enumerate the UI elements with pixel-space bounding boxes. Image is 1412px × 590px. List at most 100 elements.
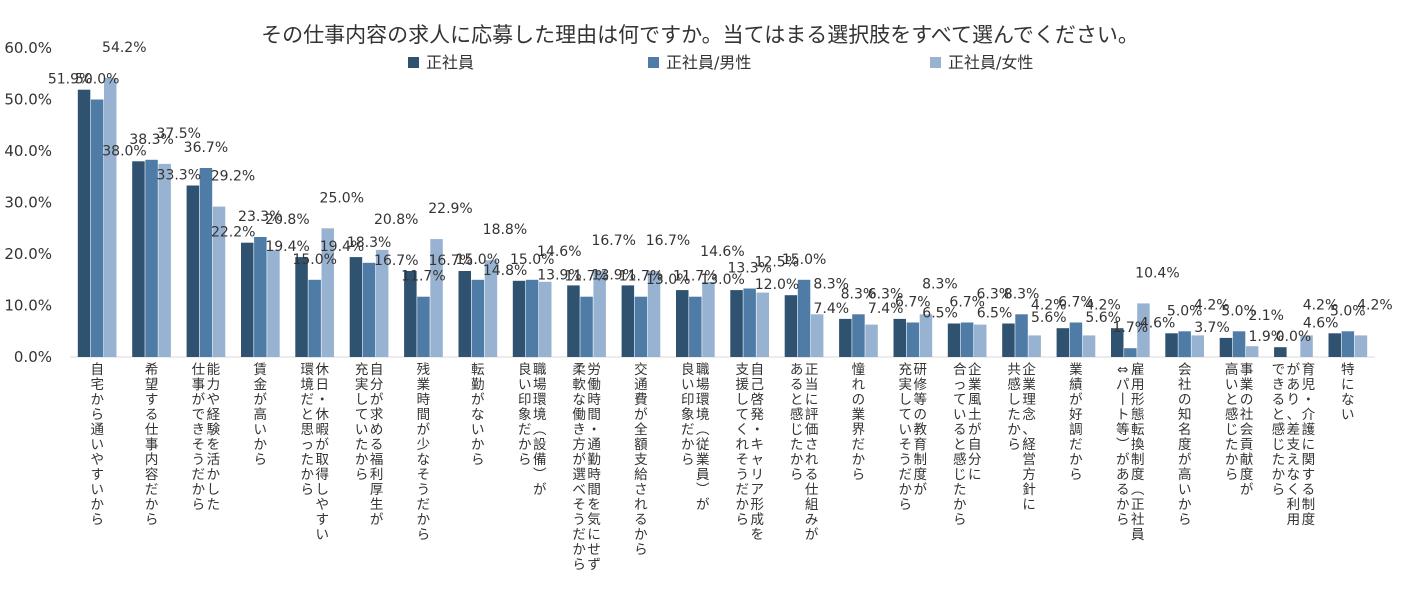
- bar-1: [676, 290, 689, 357]
- data-label: 6.5%: [922, 306, 958, 322]
- data-label: 14.6%: [700, 244, 744, 260]
- data-label: 11.7%: [401, 269, 445, 285]
- data-label: 12.0%: [755, 277, 799, 293]
- bar-3: [321, 228, 334, 358]
- category-label: 自宅から通いやすいから: [90, 362, 104, 528]
- data-label: 22.9%: [428, 201, 472, 217]
- chart-title: その仕事内容の求人に応募した理由は何ですか。当てはまる選択肢をすべて選んでくださ…: [261, 23, 1139, 47]
- bar-3: [539, 281, 552, 357]
- bar-3: [104, 77, 117, 358]
- bar-1: [839, 318, 852, 357]
- data-label: 20.8%: [265, 212, 309, 228]
- bar-2: [145, 159, 158, 357]
- data-label: 12.5%: [755, 255, 799, 271]
- bar-2: [362, 262, 376, 357]
- data-label: 7.4%: [868, 301, 904, 317]
- bar-3: [484, 260, 498, 357]
- data-label: 15.0%: [510, 252, 554, 268]
- bar-3: [647, 271, 661, 357]
- category-label: 特にない: [1341, 362, 1355, 423]
- data-label: 23.3%: [238, 209, 282, 225]
- bar-3: [1137, 303, 1150, 357]
- bar-1: [77, 89, 91, 357]
- category-label: ⇔パ丨ト等︶があるから: [1116, 362, 1130, 528]
- data-label: 8.3%: [1004, 286, 1040, 302]
- bar-3: [430, 239, 443, 357]
- category-label: 柔軟な働き方が選べそうだから: [572, 362, 586, 573]
- data-label: 4.2%: [1303, 297, 1339, 313]
- data-label: 5.0%: [1221, 303, 1257, 319]
- bar-2: [1069, 322, 1083, 357]
- category-label: 合っていると感じたから: [953, 362, 967, 528]
- category-label: 残業時間が少なそうだから: [417, 362, 431, 543]
- data-label: 4.6%: [1303, 315, 1339, 331]
- category-label: 自分が求める福利厚生が: [370, 362, 384, 528]
- y-tick-label: 60.0%: [4, 39, 52, 57]
- data-label: 38.0%: [102, 143, 146, 159]
- bar-3: [267, 249, 280, 357]
- bar-3: [212, 206, 226, 357]
- category-label: 自己啓発・キャリア形成を: [750, 362, 764, 543]
- category-label: 労働時間・通勤時間を気にせず: [587, 362, 601, 573]
- data-label: 22.2%: [211, 225, 255, 241]
- data-label: 2.1%: [1248, 308, 1284, 324]
- bar-3: [158, 163, 171, 357]
- category-label: 研修等の教育制度が: [914, 362, 928, 498]
- data-label: 16.7%: [374, 253, 418, 269]
- bar-1: [784, 295, 798, 357]
- category-label: 充実していたから: [355, 362, 369, 483]
- data-label: 19.4%: [265, 239, 309, 255]
- category-label: 高いと感じたから: [1225, 361, 1239, 483]
- legend-swatch: [648, 57, 659, 68]
- category-label: 憧れの業界だから: [852, 362, 866, 483]
- data-label: 18.3%: [347, 235, 391, 251]
- data-label: 16.7%: [646, 233, 690, 249]
- data-label: 51.9%: [48, 72, 92, 88]
- data-label: 13.9%: [592, 267, 636, 283]
- y-tick-label: 40.0%: [4, 142, 52, 160]
- category-label: 良い印象だから: [681, 362, 695, 468]
- category-label: 環境だと思ったから: [300, 362, 314, 498]
- bar-1: [132, 161, 145, 357]
- data-label: 13.9%: [537, 267, 581, 283]
- legend-swatch: [930, 57, 941, 68]
- data-label: 19.4%: [320, 239, 364, 255]
- y-tick-label: 20.0%: [4, 245, 52, 263]
- bar-3: [919, 314, 933, 357]
- bar-1: [1002, 323, 1015, 357]
- category-label: 充実していそうだから: [899, 362, 913, 513]
- data-label: 4.6%: [1140, 315, 1176, 331]
- category-label: 支援してくれそうだから: [735, 362, 749, 528]
- bar-2: [254, 237, 267, 357]
- data-label: 36.7%: [184, 140, 228, 156]
- data-label: 25.0%: [320, 190, 364, 206]
- category-label: できると感じたから: [1272, 362, 1286, 498]
- data-label: 29.2%: [211, 169, 255, 185]
- data-label: 15.0%: [782, 252, 826, 268]
- data-label: 1.7%: [1113, 320, 1149, 336]
- legend-label: 正社員/女性: [948, 53, 1033, 72]
- bar-3: [810, 314, 824, 357]
- category-label: 職場環境︵従業員︶が: [696, 362, 710, 513]
- category-label: あると感じたから: [790, 362, 804, 483]
- data-label: 7.4%: [814, 301, 850, 317]
- bar-2: [1124, 348, 1137, 357]
- bar-2: [1015, 314, 1028, 357]
- category-label: 賃金が高いから: [254, 362, 268, 468]
- bar-2: [525, 279, 539, 358]
- bar-2: [960, 322, 974, 357]
- data-label: 8.3%: [922, 276, 958, 292]
- category-label: 能力や経験を活かした: [207, 362, 221, 513]
- data-label: 15.0%: [456, 252, 500, 268]
- category-label: 業績が好調だから: [1069, 362, 1083, 483]
- category-label: 職場環境︵設備︶が: [533, 362, 547, 498]
- bar-3: [375, 249, 389, 357]
- y-tick-label: 0.0%: [14, 348, 52, 366]
- data-label: 4.2%: [1031, 297, 1067, 313]
- bar-1: [567, 285, 580, 357]
- bar-3: [1300, 335, 1313, 357]
- y-tick-label: 30.0%: [4, 194, 52, 212]
- data-label: 5.6%: [1085, 310, 1121, 326]
- data-label: 4.2%: [1357, 297, 1393, 313]
